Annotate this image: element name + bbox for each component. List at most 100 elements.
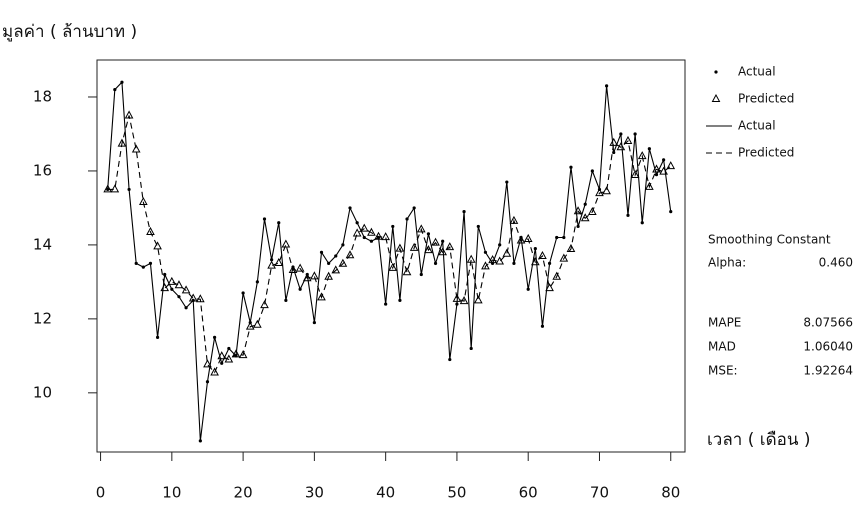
dot-marker: [540, 324, 545, 328]
dot-marker: [547, 261, 552, 265]
triangle-marker: [502, 248, 512, 257]
triangle-marker: [645, 181, 654, 190]
dot-marker: [298, 287, 302, 291]
y-tick-label: 10: [33, 383, 52, 401]
triangle-marker: [381, 232, 390, 241]
dot-marker: [612, 150, 616, 155]
triangle-marker: [345, 250, 355, 259]
dot-marker: [398, 298, 402, 302]
dot-marker: [170, 287, 174, 291]
legend-marker: [714, 70, 718, 74]
dot-marker: [555, 235, 559, 240]
triangle-marker: [588, 206, 597, 215]
dot-marker: [633, 132, 637, 136]
dot-marker: [241, 291, 245, 295]
dot-marker: [334, 254, 338, 258]
dot-marker: [590, 169, 594, 173]
stat-label: Alpha:: [708, 256, 746, 270]
dot-marker: [120, 80, 124, 84]
dot-marker: [213, 335, 217, 339]
dot-marker: [448, 357, 452, 362]
dot-marker: [312, 320, 316, 325]
dot-marker: [255, 280, 259, 284]
dot-marker: [148, 261, 153, 265]
dot-marker: [662, 158, 666, 162]
dot-marker: [441, 239, 445, 243]
dot-marker: [341, 243, 345, 247]
plot-frame: [96, 59, 686, 453]
dot-marker: [348, 206, 352, 210]
triangle-marker: [160, 283, 170, 292]
dot-marker: [462, 210, 466, 214]
legend-label: Predicted: [738, 92, 794, 106]
triangle-marker: [395, 243, 405, 252]
triangle-marker: [523, 233, 533, 242]
dot-marker: [163, 272, 167, 277]
triangle-marker: [281, 239, 291, 248]
triangle-marker: [652, 164, 661, 173]
stat-label: MSE:: [708, 364, 738, 378]
dot-marker: [184, 306, 188, 310]
dot-marker: [270, 258, 274, 262]
triangle-marker: [659, 166, 668, 175]
triangle-marker: [609, 137, 619, 146]
triangle-marker: [110, 184, 120, 193]
y-axis-label: มูลค่า ( ล้านบาท ): [2, 22, 137, 42]
triangle-marker: [253, 319, 262, 328]
dot-marker: [433, 261, 438, 265]
triangle-marker: [516, 235, 526, 244]
triangle-marker: [416, 224, 426, 233]
triangle-marker: [473, 295, 483, 304]
triangle-marker: [595, 188, 604, 197]
dot-marker: [319, 250, 324, 254]
triangle-marker: [295, 263, 305, 272]
stat-value: 1.06040: [803, 340, 853, 354]
dot-marker: [384, 302, 388, 306]
triangle-marker: [573, 206, 583, 215]
dot-marker: [405, 217, 409, 221]
dot-marker: [455, 302, 459, 306]
dot-marker: [134, 261, 138, 265]
triangle-marker: [666, 161, 676, 170]
stat-value: 8.07566: [803, 316, 853, 330]
triangle-marker: [452, 293, 462, 302]
triangle-marker: [167, 276, 177, 285]
triangle-marker: [580, 213, 590, 222]
triangle-marker: [509, 215, 519, 224]
triangle-marker: [181, 285, 191, 294]
y-tick-label: 18: [33, 87, 52, 105]
triangle-marker: [481, 261, 490, 270]
x-tick-label: 60: [519, 484, 538, 502]
x-tick-label: 10: [162, 484, 181, 502]
triangle-marker: [124, 110, 134, 119]
y-tick-label: 14: [33, 235, 52, 253]
x-axis-label: เวลา ( เดือน ): [707, 430, 810, 450]
dot-marker: [391, 224, 395, 229]
triangle-marker: [552, 271, 562, 280]
legend-label: Actual: [738, 119, 776, 133]
triangle-marker: [367, 227, 376, 236]
dot-marker: [227, 346, 231, 351]
dot-marker: [512, 261, 516, 265]
dot-marker: [155, 335, 160, 339]
triangle-marker: [459, 296, 469, 305]
stat-value: 1.92264: [803, 364, 853, 378]
dot-marker: [640, 221, 644, 225]
dot-marker: [669, 210, 673, 214]
triangle-marker: [188, 293, 198, 302]
triangle-marker: [153, 241, 162, 250]
triangle-marker: [431, 237, 440, 246]
dot-marker: [127, 187, 131, 192]
triangle-marker: [616, 142, 626, 151]
triangle-marker: [146, 226, 155, 235]
triangle-marker: [196, 294, 205, 303]
series-line: [107, 80, 672, 441]
triangle-marker: [174, 280, 184, 289]
stat-value: 0.460: [819, 256, 853, 270]
dot-marker: [476, 224, 480, 229]
dot-marker: [619, 132, 623, 136]
dot-marker: [284, 298, 288, 302]
x-tick-label: 30: [305, 484, 324, 502]
dot-marker: [262, 217, 267, 221]
